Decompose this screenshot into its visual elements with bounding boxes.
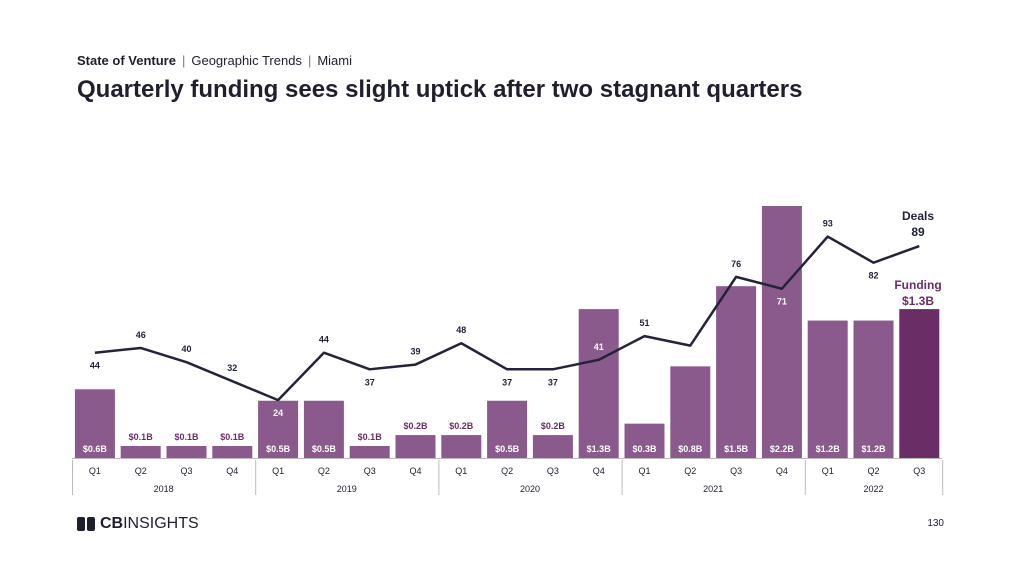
funding-bar — [120, 446, 161, 458]
quarter-tick-label: Q2 — [318, 466, 330, 476]
funding-bar — [441, 435, 482, 458]
funding-value-label: $0.1B — [358, 432, 383, 442]
funding-value-label: $0.8B — [678, 444, 703, 454]
deals-value-label: 41 — [594, 342, 604, 352]
funding-value-label: $0.2B — [449, 421, 474, 431]
funding-value-label: $0.5B — [495, 444, 520, 454]
funding-bar — [670, 366, 711, 458]
funding-bar — [761, 206, 802, 458]
deals-value-label: 46 — [136, 330, 146, 340]
deals-value-label: 48 — [456, 325, 466, 335]
cb-logo-icon — [77, 517, 97, 531]
year-label: 2019 — [337, 484, 357, 494]
deals-line — [94, 235, 920, 402]
funding-bar — [853, 320, 894, 458]
deals-value-label: 82 — [868, 271, 878, 281]
quarter-tick-label: Q1 — [272, 466, 284, 476]
quarter-tick-label: Q3 — [364, 466, 376, 476]
funding-value-label: $0.2B — [541, 421, 566, 431]
funding-bar — [624, 423, 665, 458]
funding-value-label: $0.1B — [129, 432, 154, 442]
cb-insights-logo: CB INSIGHTS — [77, 515, 199, 533]
funding-bar — [258, 400, 299, 458]
quarter-tick-label: Q2 — [501, 466, 513, 476]
deals-legend-label: Deals — [902, 209, 934, 223]
funding-value-label: $0.3B — [632, 444, 657, 454]
quarter-tick-label: Q3 — [547, 466, 559, 476]
deals-value-label: 32 — [227, 363, 237, 373]
quarter-tick-label: Q4 — [226, 466, 238, 476]
deals-value-label: 76 — [731, 259, 741, 269]
funding-bar — [578, 309, 619, 458]
deals-value-label: 44 — [319, 335, 329, 345]
quarter-tick-label: Q2 — [684, 466, 696, 476]
breadcrumb-separator: | — [307, 53, 312, 68]
funding-bar — [487, 400, 528, 458]
deals-value-label: 24 — [273, 408, 283, 418]
deals-value-label: 40 — [181, 344, 191, 354]
breadcrumb-separator: | — [181, 53, 186, 68]
funding-bar — [349, 446, 390, 458]
quarter-tick-label: Q1 — [455, 466, 467, 476]
quarter-tick-label: Q3 — [730, 466, 742, 476]
deals-value-label: 51 — [639, 318, 649, 328]
deals-legend-value: 89 — [911, 225, 925, 239]
funding-value-label: $1.2B — [861, 444, 886, 454]
funding-bar — [899, 309, 940, 458]
funding-bar — [716, 286, 757, 458]
funding-legend-label: Funding — [894, 278, 941, 292]
year-label: 2018 — [154, 484, 174, 494]
funding-bar — [532, 435, 573, 458]
quarter-tick-label: Q3 — [180, 466, 192, 476]
funding-bar — [303, 400, 344, 458]
page-number: 130 — [927, 518, 944, 529]
funding-value-label: $0.1B — [220, 432, 245, 442]
funding-value-label: $1.3B — [587, 444, 612, 454]
quarter-tick-label: Q2 — [867, 466, 879, 476]
deals-value-label: 37 — [502, 377, 512, 387]
logo-text: INSIGHTS — [123, 515, 199, 532]
funding-value-label: $0.6B — [83, 444, 108, 454]
deals-value-label: 44 — [90, 361, 100, 371]
funding-bar — [212, 446, 253, 458]
quarter-tick-label: Q1 — [638, 466, 650, 476]
deals-value-label: 37 — [548, 377, 558, 387]
deals-value-label: 37 — [365, 377, 375, 387]
funding-value-label: $0.1B — [174, 432, 199, 442]
breadcrumb: State of Venture | Geographic Trends | Miami — [77, 53, 352, 68]
funding-bar — [74, 389, 115, 458]
funding-value-label: $0.2B — [403, 421, 428, 431]
report-name: State of Venture — [77, 53, 176, 68]
location-name: Miami — [317, 53, 352, 68]
quarter-tick-label: Q2 — [135, 466, 147, 476]
funding-value-label: $2.2B — [770, 444, 795, 454]
deals-value-label: 39 — [410, 347, 420, 357]
year-label: 2021 — [703, 484, 723, 494]
year-label: 2022 — [863, 484, 883, 494]
logo-text-bold: CB — [100, 515, 124, 532]
funding-value-label: $0.5B — [266, 444, 291, 454]
quarter-tick-label: Q1 — [822, 466, 834, 476]
funding-value-label: $1.5B — [724, 444, 749, 454]
funding-value-label: $0.5B — [312, 444, 337, 454]
deals-value-label: 47 — [685, 354, 695, 364]
page-title: Quarterly funding sees slight uptick aft… — [77, 76, 803, 103]
deals-value-label: 71 — [777, 297, 787, 307]
quarter-tick-label: Q1 — [89, 466, 101, 476]
funding-bar — [166, 446, 207, 458]
section-name: Geographic Trends — [191, 53, 302, 68]
quarter-tick-label: Q4 — [776, 466, 788, 476]
funding-value-label: $1.2B — [816, 444, 841, 454]
quarter-tick-label: Q4 — [593, 466, 605, 476]
funding-legend-value: $1.3B — [902, 294, 934, 308]
funding-bar — [807, 320, 848, 458]
deals-value-label: 93 — [823, 219, 833, 229]
year-label: 2020 — [520, 484, 540, 494]
quarter-tick-label: Q4 — [409, 466, 421, 476]
funding-bar — [395, 435, 436, 458]
quarter-tick-label: Q3 — [913, 466, 925, 476]
